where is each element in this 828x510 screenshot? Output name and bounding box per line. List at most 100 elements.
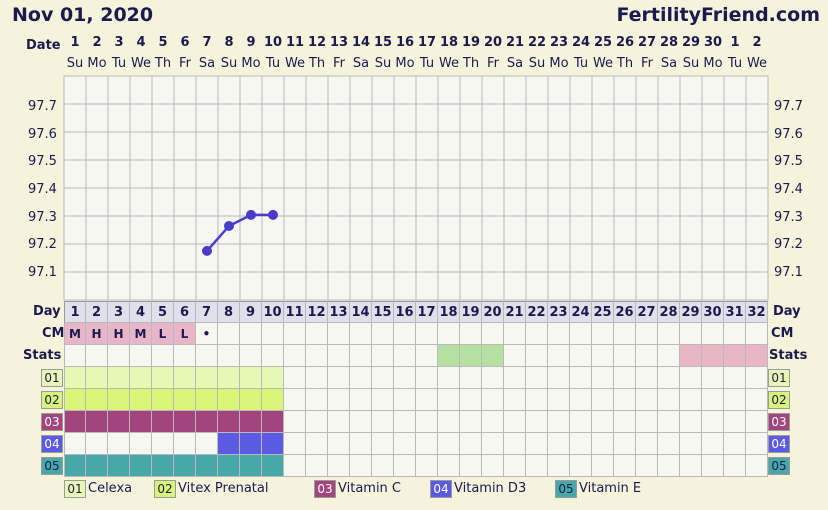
weekday-label: We: [284, 56, 306, 71]
cm-cell: •: [196, 323, 218, 345]
weekday-label: Fr: [487, 56, 499, 71]
med-day-cell: [724, 411, 746, 433]
y-tick-label-left: 97.2: [28, 237, 57, 253]
med-day-cell: [86, 411, 108, 433]
cm-cell: H: [108, 323, 130, 345]
med-day-cell: [394, 433, 416, 455]
y-tick-label-left: 97.5: [28, 154, 57, 170]
med-day-cell: [372, 455, 394, 477]
med-day-cell: [174, 455, 196, 477]
cm-cell: [636, 323, 658, 345]
weekday-label: Tu: [265, 56, 281, 71]
cm-cell: [702, 323, 724, 345]
cycle-day-cell: 23: [548, 301, 570, 323]
med-day-cell: [152, 389, 174, 411]
med-day-cell: [86, 455, 108, 477]
med-day-cell: [526, 455, 548, 477]
date-number: 29: [681, 35, 701, 50]
date-number: 9: [246, 35, 256, 50]
cm-cell: [614, 323, 636, 345]
med-day-cell: [306, 389, 328, 411]
weekday-label: We: [592, 56, 614, 71]
weekday-label: We: [438, 56, 460, 71]
stats-cell: [416, 345, 438, 367]
weekday-label: Tu: [727, 56, 743, 71]
cm-cell: [438, 323, 460, 345]
stats-cell: [526, 345, 548, 367]
med-day-cell: [570, 389, 592, 411]
med-day-cell: [658, 367, 680, 389]
med-day-cell: [482, 455, 504, 477]
med-day-cell: [614, 433, 636, 455]
date-number: 6: [180, 35, 190, 50]
med-day-cell: [306, 367, 328, 389]
med-day-cell: [350, 455, 372, 477]
stats-cell: [306, 345, 328, 367]
med-day-cell: [240, 367, 262, 389]
cycle-day-cell: 18: [438, 301, 460, 323]
med-day-cell: [372, 389, 394, 411]
med-day-cell: [284, 389, 306, 411]
stats-cell: [328, 345, 350, 367]
med-day-cell: [548, 411, 570, 433]
cycle-day-cell: 20: [482, 301, 504, 323]
med-day-cell: [592, 389, 614, 411]
med-day-cell: [570, 433, 592, 455]
med-day-cell: [614, 367, 636, 389]
cm-cell: [372, 323, 394, 345]
weekday-label: Su: [374, 56, 392, 71]
med-day-cell: [460, 367, 482, 389]
legend-label: Vitamin C: [338, 481, 402, 496]
weekday-label: Tu: [419, 56, 435, 71]
med-day-cell: [108, 367, 130, 389]
med-day-cell: [724, 455, 746, 477]
med-row-tag-left: 03: [41, 413, 63, 431]
med-day-cell: [394, 411, 416, 433]
y-tick-label-left: 97.1: [28, 265, 57, 280]
med-day-cell: [724, 433, 746, 455]
cm-cell: [416, 323, 438, 345]
stats-cell: [724, 345, 746, 367]
temperature-point: [202, 245, 212, 256]
temperature-line: [206, 213, 273, 252]
med-day-cell: [526, 411, 548, 433]
med-day-cell: [658, 455, 680, 477]
med-day-cell: [526, 389, 548, 411]
med-day-cell: [350, 367, 372, 389]
date-number: 3: [114, 35, 124, 50]
med-day-cell: [614, 411, 636, 433]
med-day-cell: [240, 389, 262, 411]
med-row-tag-right: 02: [768, 391, 790, 409]
med-row-tag-left: 02: [41, 391, 63, 409]
med-row-tag-right: 03: [768, 413, 790, 431]
cycle-day-cell: 6: [174, 301, 196, 323]
weekday-label: We: [130, 56, 152, 71]
med-day-cell: [658, 389, 680, 411]
med-day-cell: [592, 367, 614, 389]
stats-row-label-right: Stats: [769, 348, 808, 363]
weekday-label: Fr: [641, 56, 653, 71]
cm-cell: [592, 323, 614, 345]
med-day-cell: [504, 411, 526, 433]
med-day-cell: [438, 455, 460, 477]
date-number: 12: [307, 35, 327, 50]
y-tick-label-left: 97.6: [28, 126, 57, 142]
med-day-cell: [196, 455, 218, 477]
med-day-cell: [372, 411, 394, 433]
date-number: 2: [752, 35, 762, 50]
med-day-cell: [218, 433, 240, 455]
stats-cell: [284, 345, 306, 367]
cm-cell: [526, 323, 548, 345]
cycle-day-cell: 28: [658, 301, 680, 323]
med-day-cell: [196, 367, 218, 389]
cm-row-label-left: CM: [42, 326, 65, 341]
med-day-cell: [438, 433, 460, 455]
med-day-cell: [680, 411, 702, 433]
date-number: 1: [730, 35, 740, 50]
med-day-cell: [350, 389, 372, 411]
med-day-cell: [460, 455, 482, 477]
y-tick-label-left: 97.7: [28, 99, 57, 114]
day-row-label-right: Day: [773, 304, 801, 319]
